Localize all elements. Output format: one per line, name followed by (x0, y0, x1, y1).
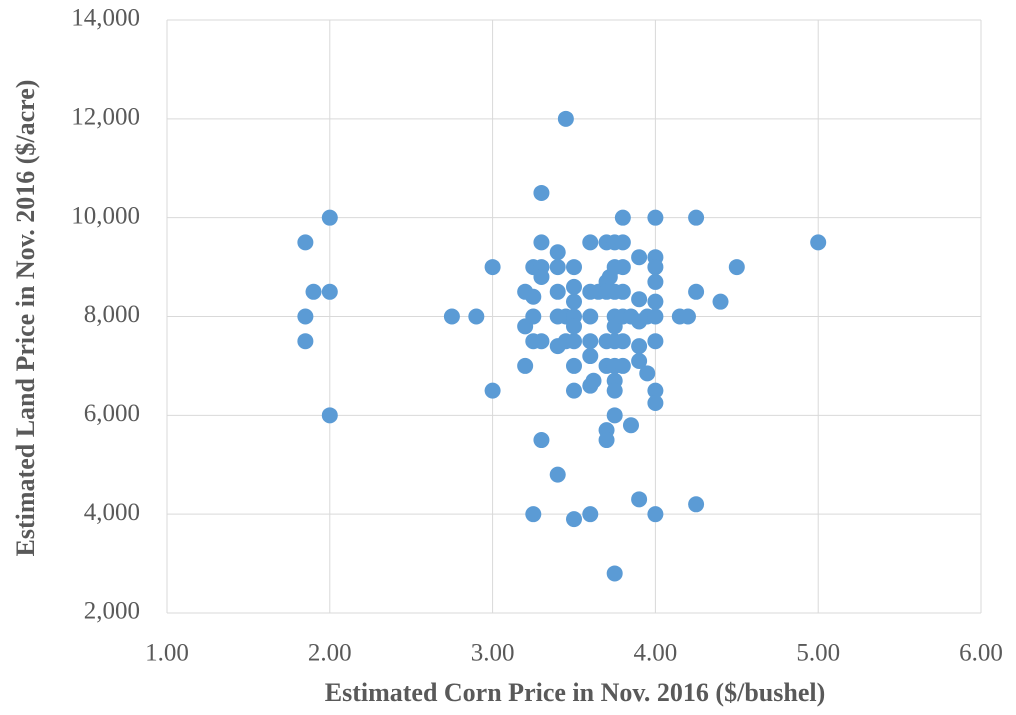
point (647, 308, 664, 325)
point (525, 506, 542, 523)
x-tick-label: 2.00 (308, 640, 352, 667)
point (566, 357, 582, 374)
point (484, 382, 501, 399)
point (582, 308, 599, 325)
point (297, 333, 314, 350)
point (606, 565, 623, 582)
point (598, 432, 615, 449)
x-tick-label: 5.00 (796, 640, 840, 667)
point (525, 288, 542, 305)
point (606, 382, 623, 399)
point (582, 234, 599, 251)
point (566, 511, 582, 528)
point (566, 382, 582, 399)
point (468, 308, 485, 325)
point (647, 273, 664, 290)
point (631, 338, 648, 355)
point (443, 308, 460, 325)
point (631, 491, 648, 508)
point (297, 308, 314, 325)
point (533, 432, 550, 449)
point (688, 209, 705, 226)
point (557, 110, 574, 127)
point (533, 184, 550, 201)
point (549, 259, 566, 276)
y-tick-label: 4,000 (84, 499, 140, 526)
point (631, 291, 648, 308)
x-tick-label: 6.00 (959, 640, 1003, 667)
point (647, 259, 664, 276)
y-tick-label: 2,000 (84, 598, 140, 625)
point (639, 365, 656, 382)
x-tick-label: 4.00 (634, 640, 678, 667)
point (297, 234, 314, 251)
point (647, 506, 664, 523)
point (606, 407, 623, 424)
point (566, 293, 582, 310)
point (614, 209, 631, 226)
point (566, 278, 582, 295)
point (582, 506, 599, 523)
y-tick-label: 8,000 (84, 301, 140, 328)
point (566, 259, 582, 276)
point (688, 283, 705, 300)
point (533, 333, 550, 350)
point (728, 259, 745, 276)
point (582, 333, 599, 350)
point (647, 209, 664, 226)
y-tick-label: 12,000 (71, 104, 140, 131)
point (585, 372, 602, 389)
point (614, 333, 631, 350)
point (321, 209, 338, 226)
point (614, 259, 631, 276)
point (533, 268, 550, 285)
point (517, 357, 534, 374)
point (321, 283, 338, 300)
point (321, 407, 338, 424)
y-tick-label: 10,000 (71, 202, 140, 229)
point (614, 283, 631, 300)
point (533, 234, 550, 251)
point (484, 259, 501, 276)
point (566, 333, 582, 350)
point (305, 283, 322, 300)
y-tick-label: 14,000 (71, 5, 140, 32)
point (549, 244, 566, 261)
point (647, 293, 664, 310)
point (679, 308, 696, 325)
point (622, 417, 639, 434)
point (712, 293, 729, 310)
point (647, 333, 664, 350)
point (631, 352, 648, 369)
x-axis-title: Estimated Corn Price in Nov. 2016 ($/bus… (325, 678, 826, 707)
point (566, 318, 582, 335)
point (614, 357, 631, 374)
point (810, 234, 827, 251)
point (582, 348, 599, 365)
point (647, 382, 664, 399)
point (614, 234, 631, 251)
point (549, 283, 566, 300)
y-axis-title: Estimated Land Price in Nov. 2016 ($/acr… (11, 80, 40, 557)
point (647, 394, 664, 411)
point (688, 496, 705, 513)
x-tick-label: 1.00 (145, 640, 189, 667)
point (549, 466, 566, 483)
y-tick-label: 6,000 (84, 400, 140, 427)
point (631, 249, 648, 266)
point (525, 308, 542, 325)
x-tick-label: 3.00 (471, 640, 515, 667)
